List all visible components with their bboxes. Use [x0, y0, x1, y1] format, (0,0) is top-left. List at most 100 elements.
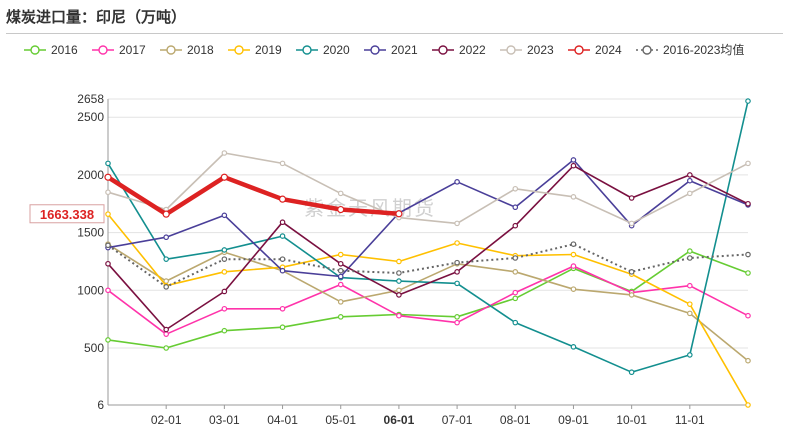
data-point-2024	[220, 173, 228, 181]
legend-label-2020: 2020	[323, 43, 350, 57]
data-point-2017	[454, 319, 460, 326]
y-tick-label: 1500	[77, 226, 104, 240]
title-divider	[6, 33, 783, 34]
x-tick-label: 09-01	[558, 413, 589, 427]
data-point-2016-2023均值	[221, 256, 228, 262]
current-value-label: 1663.338	[40, 207, 94, 222]
data-point-2016	[279, 324, 286, 331]
legend-marker-2016	[30, 45, 40, 55]
data-point-2023	[105, 189, 111, 196]
data-point-2019	[745, 402, 751, 408]
data-point-2022	[454, 269, 460, 275]
series-line-2017	[107, 265, 749, 336]
data-point-2016	[105, 337, 111, 343]
legend-marker-2023	[506, 45, 516, 55]
x-tick-label: 06-01	[384, 413, 415, 427]
chart-title: 煤炭进口量：印尼（万吨）	[6, 9, 187, 26]
series-line-2018	[107, 243, 749, 362]
series-line-2023	[107, 152, 749, 225]
data-point-2016-2023均值	[337, 267, 344, 274]
data-point-2019	[221, 269, 228, 275]
data-point-2021	[279, 267, 286, 274]
data-point-2022	[396, 292, 402, 298]
data-point-2016-2023均值	[512, 255, 519, 261]
data-point-2024	[337, 205, 345, 214]
x-tick-label: 07-01	[442, 413, 473, 427]
data-point-2022	[512, 222, 519, 229]
data-point-2021	[570, 157, 577, 163]
data-point-2020	[396, 278, 402, 284]
data-point-2023	[687, 190, 693, 197]
data-point-2016-2023均值	[628, 269, 635, 275]
y-tick-label: 2000	[77, 168, 104, 182]
data-point-2016-2023均值	[454, 259, 460, 266]
data-point-2017	[337, 281, 344, 288]
data-point-2017	[221, 305, 228, 312]
data-point-2019	[396, 258, 402, 265]
data-point-2016-2023均值	[687, 255, 693, 261]
data-point-2018	[337, 299, 344, 305]
data-point-2017	[396, 312, 402, 319]
data-point-2022	[337, 260, 344, 267]
data-point-2023	[337, 190, 344, 197]
data-point-2022	[687, 172, 693, 178]
x-tick-label: 04-01	[267, 413, 298, 427]
legend-label-2021: 2021	[391, 43, 418, 57]
series-line-2022	[107, 164, 749, 331]
data-point-2016	[163, 345, 169, 351]
data-point-2021	[454, 179, 460, 185]
data-point-2020	[628, 369, 635, 376]
x-tick-label: 03-01	[209, 413, 240, 427]
data-point-2017	[570, 263, 577, 269]
data-point-2022	[221, 288, 228, 295]
data-point-2023	[454, 220, 460, 227]
data-point-2019	[105, 211, 111, 217]
data-point-2022	[279, 219, 286, 226]
legend-label-2019: 2019	[255, 43, 282, 57]
data-point-2022	[163, 326, 169, 333]
data-point-2022	[745, 200, 751, 207]
y-tick-label: 2658	[77, 92, 104, 106]
data-point-2023	[279, 160, 286, 167]
y-tick-label: 6	[97, 398, 104, 412]
data-point-2022	[105, 260, 111, 267]
legend-marker-2019	[234, 45, 244, 55]
y-tick-label: 1000	[77, 283, 104, 297]
legend-label-2016: 2016	[51, 43, 78, 57]
data-point-2016-2023均值	[570, 241, 577, 247]
series-line-2019	[107, 213, 749, 406]
data-point-2016-2023均值	[396, 270, 402, 276]
data-point-2016-2023均值	[745, 251, 751, 258]
data-point-2022	[570, 162, 577, 169]
data-point-2023	[221, 150, 228, 156]
legend-label-2022: 2022	[459, 43, 486, 57]
data-point-2024	[162, 210, 170, 218]
data-point-2016	[745, 270, 751, 276]
legend-marker-2024	[574, 45, 584, 55]
legend-label-2024: 2024	[595, 43, 622, 57]
data-point-2024	[395, 210, 403, 218]
data-point-2019	[337, 251, 344, 258]
x-tick-label: 08-01	[500, 413, 531, 427]
data-point-2018	[396, 287, 402, 294]
legend-marker-2021	[370, 45, 380, 55]
data-point-2021	[221, 212, 228, 219]
data-point-2016-2023均值	[105, 242, 111, 249]
data-point-2023	[628, 220, 635, 227]
series-line-2016	[107, 250, 749, 349]
data-point-2017	[279, 305, 286, 312]
data-point-2021	[163, 234, 169, 241]
data-point-2019	[454, 240, 460, 246]
data-point-2020	[570, 344, 577, 350]
x-tick-label: 10-01	[616, 413, 647, 427]
data-point-2018	[745, 357, 751, 364]
legend-label-2017: 2017	[119, 43, 146, 57]
data-point-2017	[687, 282, 693, 289]
data-point-2016	[337, 314, 344, 320]
legend-marker-2017	[98, 45, 108, 55]
legend-marker-2022	[438, 45, 448, 55]
data-point-2017	[163, 331, 169, 337]
data-point-2018	[570, 286, 577, 292]
data-point-2016-2023均值	[163, 284, 169, 290]
